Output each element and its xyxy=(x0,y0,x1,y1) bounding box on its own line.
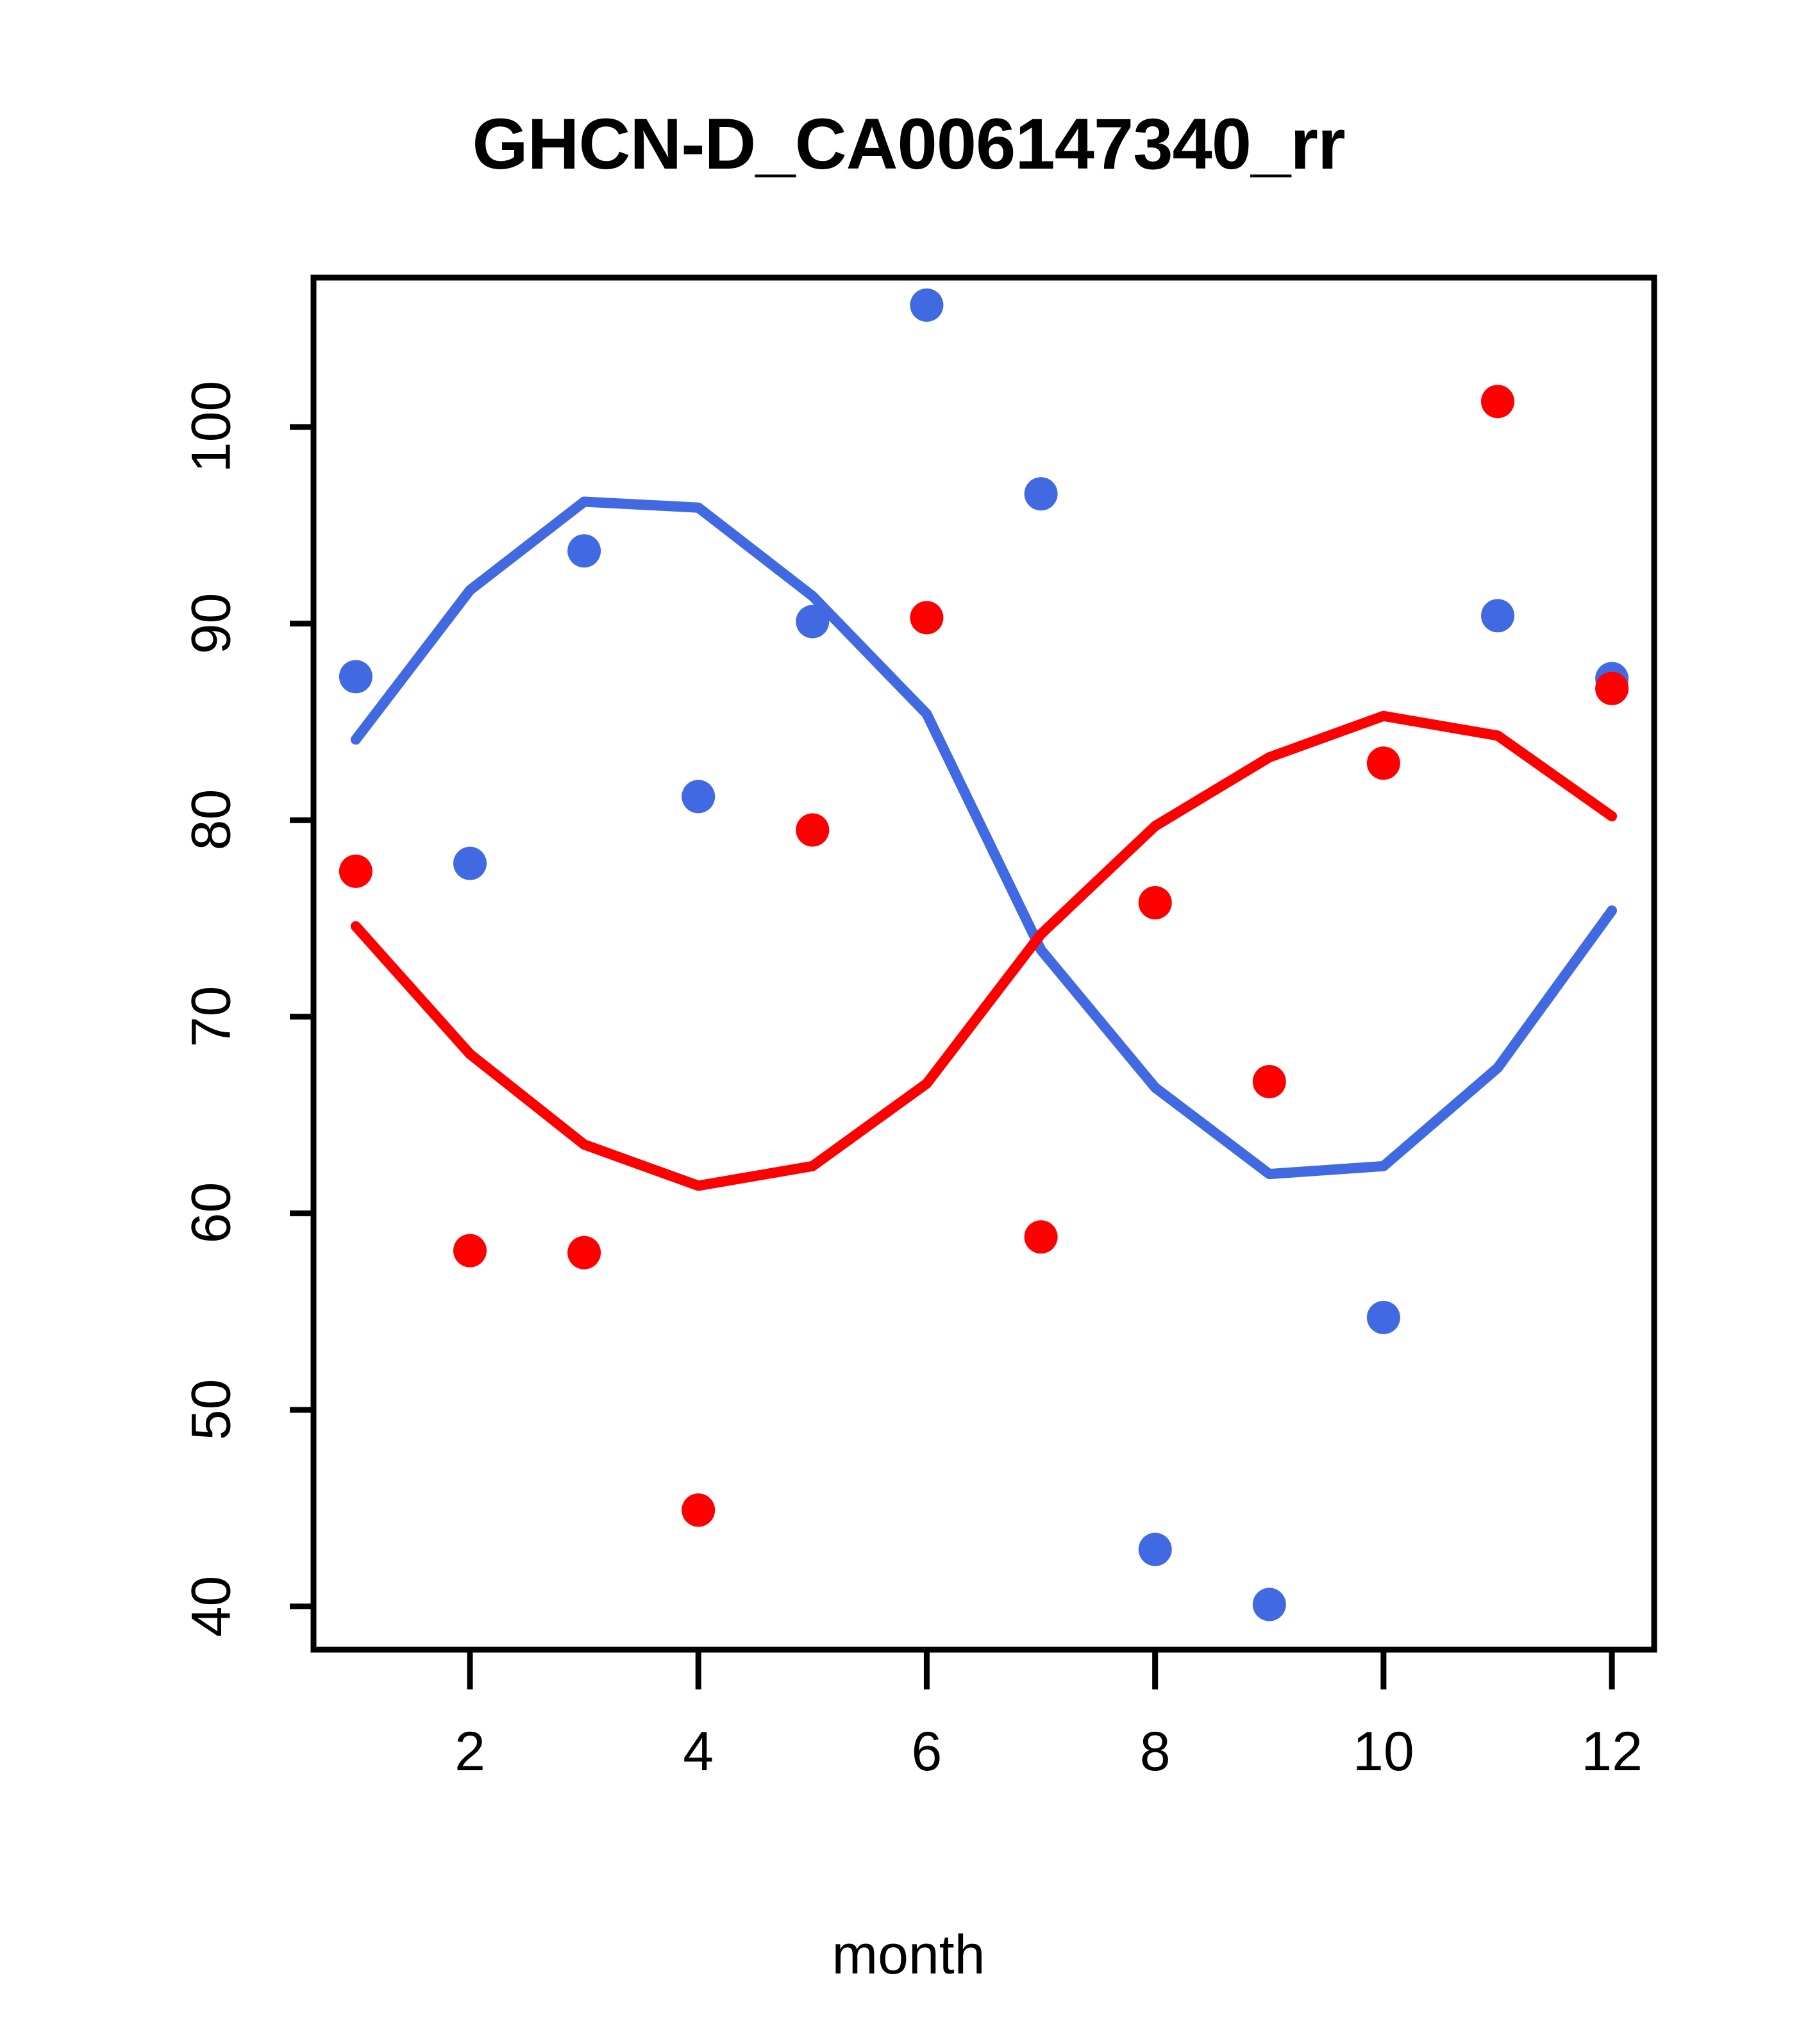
data-point-red-points xyxy=(1595,671,1629,705)
y-tick-label: 90 xyxy=(180,592,242,654)
data-point-blue-points xyxy=(1138,1532,1172,1566)
y-tick-label: 40 xyxy=(180,1575,242,1637)
y-tick-label: 60 xyxy=(180,1182,242,1244)
data-point-red-points xyxy=(453,1234,487,1268)
data-point-red-points xyxy=(910,601,944,635)
data-point-blue-points xyxy=(1252,1587,1286,1621)
data-point-red-points xyxy=(567,1236,601,1269)
data-point-red-points xyxy=(1366,746,1400,780)
x-tick-label: 6 xyxy=(911,1721,942,1782)
y-tick-label: 70 xyxy=(180,985,242,1048)
x-tick-label: 10 xyxy=(1353,1721,1414,1782)
data-point-red-points xyxy=(1481,385,1514,419)
x-tick-label: 2 xyxy=(455,1721,485,1782)
x-tick-label: 4 xyxy=(683,1721,714,1782)
data-point-blue-points xyxy=(567,534,601,568)
y-tick-label: 80 xyxy=(180,789,242,851)
y-tick-label: 50 xyxy=(180,1378,242,1441)
y-tick-label: 100 xyxy=(180,380,242,473)
data-point-blue-points xyxy=(682,780,716,814)
x-axis-title: month xyxy=(832,1924,985,1986)
data-point-red-points xyxy=(1252,1065,1286,1098)
data-point-red-points xyxy=(339,854,373,888)
data-points xyxy=(339,288,1629,1621)
data-point-blue-points xyxy=(1024,477,1058,511)
series-line-blue-line xyxy=(350,496,1618,1180)
plot-frame xyxy=(310,274,1657,1653)
x-tick-label: 8 xyxy=(1139,1721,1171,1782)
data-point-red-points xyxy=(1138,886,1172,919)
data-point-blue-points xyxy=(1481,599,1514,633)
x-tick-label: 12 xyxy=(1581,1721,1643,1782)
trend-lines xyxy=(350,496,1618,1191)
page-title: GHCN-D_CA006147340_rr xyxy=(472,104,1345,184)
data-point-red-points xyxy=(796,813,830,847)
data-point-blue-points xyxy=(1366,1300,1400,1334)
data-point-blue-points xyxy=(796,605,830,639)
data-point-red-points xyxy=(682,1493,716,1527)
x-axis-ticks xyxy=(467,1650,1615,1689)
data-point-blue-points xyxy=(910,288,944,322)
data-point-blue-points xyxy=(453,846,487,880)
data-point-blue-points xyxy=(339,660,373,694)
series-line-red-line xyxy=(350,710,1618,1191)
data-point-red-points xyxy=(1024,1220,1058,1254)
y-axis-ticks xyxy=(290,424,314,1610)
